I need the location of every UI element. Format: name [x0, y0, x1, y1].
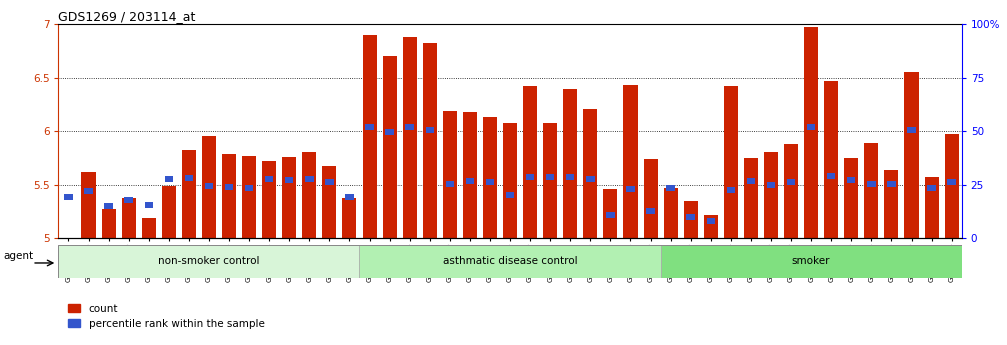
Bar: [242, 156, 256, 238]
Bar: [82, 172, 96, 238]
Bar: [847, 177, 856, 183]
Bar: [225, 184, 234, 190]
Bar: [687, 214, 695, 220]
Bar: [844, 158, 858, 238]
Bar: [526, 174, 535, 180]
Bar: [766, 181, 775, 188]
Text: agent: agent: [3, 252, 33, 262]
Bar: [64, 195, 73, 200]
Bar: [363, 35, 377, 238]
Bar: [586, 176, 594, 182]
Bar: [305, 176, 313, 182]
Bar: [322, 166, 336, 238]
Bar: [386, 129, 394, 135]
Bar: [325, 179, 333, 185]
Text: asthmatic disease control: asthmatic disease control: [443, 256, 577, 266]
Bar: [948, 179, 956, 185]
Bar: [285, 177, 293, 183]
Bar: [824, 81, 838, 238]
Bar: [446, 180, 454, 187]
Bar: [927, 185, 936, 191]
Bar: [345, 195, 353, 200]
Bar: [805, 27, 818, 238]
Bar: [904, 72, 918, 238]
Bar: [884, 170, 898, 238]
Bar: [707, 218, 715, 224]
Bar: [504, 122, 517, 238]
Bar: [786, 179, 796, 185]
Bar: [282, 157, 296, 238]
Bar: [182, 150, 196, 238]
Bar: [661, 245, 962, 278]
Bar: [546, 174, 555, 180]
Bar: [626, 186, 634, 192]
Bar: [887, 180, 895, 187]
Text: GDS1269 / 203114_at: GDS1269 / 203114_at: [58, 10, 195, 23]
Bar: [265, 176, 273, 182]
Bar: [506, 192, 515, 198]
Text: non-smoker control: non-smoker control: [158, 256, 260, 266]
Bar: [945, 134, 959, 238]
Legend: count, percentile rank within the sample: count, percentile rank within the sample: [63, 299, 269, 333]
Bar: [724, 86, 738, 238]
Bar: [359, 245, 661, 278]
Bar: [142, 218, 156, 238]
Bar: [704, 215, 718, 238]
Text: smoker: smoker: [792, 256, 831, 266]
Bar: [485, 179, 494, 185]
Bar: [463, 112, 477, 238]
Bar: [406, 124, 414, 130]
Bar: [924, 177, 939, 238]
Bar: [443, 111, 457, 238]
Bar: [102, 209, 116, 238]
Bar: [867, 180, 875, 187]
Bar: [864, 143, 878, 238]
Bar: [566, 174, 574, 180]
Bar: [764, 152, 778, 238]
Bar: [827, 173, 836, 179]
Bar: [164, 176, 173, 182]
Bar: [202, 136, 215, 238]
Bar: [784, 144, 799, 238]
Bar: [583, 109, 597, 238]
Bar: [606, 211, 614, 217]
Bar: [807, 124, 816, 130]
Bar: [162, 186, 176, 238]
Bar: [122, 198, 136, 238]
Bar: [204, 183, 213, 189]
Bar: [523, 86, 537, 238]
Bar: [907, 127, 915, 133]
Bar: [145, 202, 153, 208]
Bar: [684, 201, 698, 238]
Bar: [603, 189, 617, 238]
Bar: [125, 197, 133, 203]
Bar: [664, 188, 678, 238]
Bar: [383, 56, 397, 238]
Bar: [366, 124, 374, 130]
Bar: [423, 43, 437, 238]
Bar: [85, 188, 93, 194]
Bar: [643, 159, 658, 238]
Bar: [465, 178, 474, 184]
Bar: [563, 89, 577, 238]
Bar: [105, 203, 113, 209]
Bar: [58, 245, 359, 278]
Bar: [667, 185, 675, 191]
Bar: [342, 198, 356, 238]
Bar: [262, 161, 276, 238]
Bar: [403, 37, 417, 238]
Bar: [302, 152, 316, 238]
Bar: [744, 158, 758, 238]
Bar: [426, 127, 434, 133]
Bar: [245, 185, 254, 191]
Bar: [184, 175, 193, 181]
Bar: [646, 208, 655, 214]
Bar: [543, 122, 557, 238]
Bar: [727, 187, 735, 193]
Bar: [747, 178, 755, 184]
Bar: [483, 117, 497, 238]
Bar: [623, 85, 637, 238]
Bar: [222, 154, 236, 238]
